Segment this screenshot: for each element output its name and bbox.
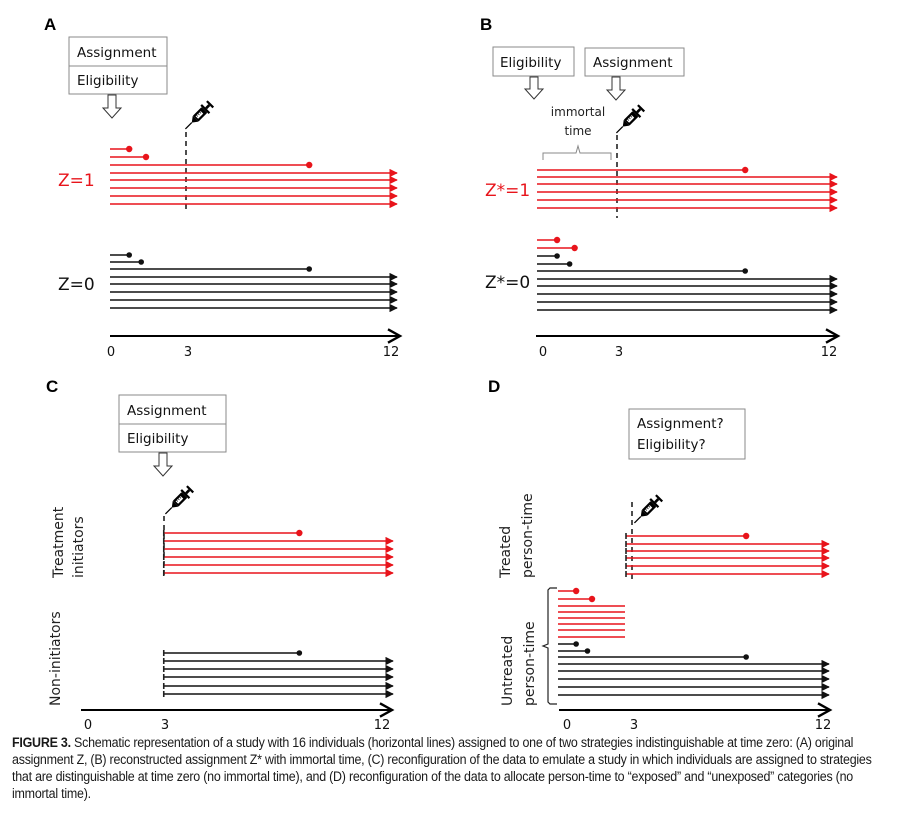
- syringe-icon: [163, 483, 196, 517]
- syringe-icon: [614, 102, 647, 136]
- group-label-zstar0: Z*=0: [485, 273, 530, 293]
- tick-label-3: 3: [184, 345, 192, 360]
- event-dot: [126, 145, 133, 153]
- caption-label: FIGURE 3.: [12, 735, 71, 750]
- tick-label-0: 0: [539, 345, 547, 360]
- event-dot: [142, 153, 150, 161]
- group-label-line1: Untreated: [500, 636, 516, 706]
- immortal-time-label-line1: immortal: [551, 105, 605, 119]
- syringe-icon: [183, 98, 216, 132]
- tick-label-3: 3: [630, 718, 638, 730]
- assignment-label: Assignment: [127, 403, 206, 419]
- group-label-z1: Z=1: [58, 171, 95, 191]
- group-label-line1: Treatment: [51, 506, 67, 579]
- syringe-icon: [632, 492, 665, 526]
- panel-c: C Assignment Eligibility Treatment initi…: [46, 377, 395, 730]
- hollow-down-arrow-icon: [523, 76, 545, 100]
- group-label-treated-person-time: Treated person-time: [498, 493, 536, 579]
- tick-label-0: 0: [563, 718, 571, 730]
- event-dot: [126, 252, 132, 258]
- event-dot: [306, 161, 313, 169]
- event-dot: [741, 166, 749, 174]
- event-dot: [742, 532, 750, 540]
- assignment-eligibility-question-box: Assignment? Eligibility?: [628, 408, 746, 460]
- event-dot: [571, 244, 578, 252]
- panel-letter-a: A: [44, 15, 56, 34]
- event-dot: [553, 236, 561, 244]
- hollow-down-arrow-icon: [101, 94, 123, 119]
- group-label-line2: person-time: [522, 621, 538, 706]
- event-dot: [584, 648, 591, 654]
- figure-caption: FIGURE 3. Schematic representation of a …: [12, 734, 892, 802]
- assignment-box: Assignment: [584, 47, 685, 77]
- event-dot: [572, 587, 580, 595]
- panel-letter-c: C: [46, 377, 58, 396]
- assignment-eligibility-box: Assignment Eligibility: [68, 36, 168, 95]
- tick-label-12: 12: [821, 345, 838, 360]
- panel-a: A Assignment Eligibility Z=1 Z=0 0 3 12: [44, 15, 403, 360]
- group-label-line2: initiators: [71, 516, 87, 578]
- assignment-label: Assignment: [593, 55, 672, 71]
- event-dot: [743, 654, 749, 660]
- panel-letter-b: B: [480, 15, 492, 34]
- eligibility-box: Eligibility: [492, 46, 575, 77]
- untreated-group-brace: [541, 587, 557, 705]
- group-label-line2: person-time: [520, 493, 536, 578]
- event-dot: [566, 261, 573, 267]
- assignment-label: Assignment: [77, 45, 156, 61]
- panel-letter-d: D: [488, 377, 500, 396]
- panel-d: D Assignment? Eligibility? Treated perso…: [488, 377, 833, 730]
- assignment-eligibility-box: Assignment Eligibility: [118, 394, 227, 453]
- tick-label-3: 3: [161, 718, 169, 730]
- figure-canvas: A Assignment Eligibility Z=1 Z=0 0 3 12 …: [44, 15, 841, 730]
- event-dot: [573, 641, 579, 647]
- eligibility-label: Eligibility: [127, 431, 188, 447]
- hollow-down-arrow-icon: [605, 76, 627, 101]
- assignment-question-label: Assignment?: [637, 416, 724, 432]
- group-label-line1: Treated: [498, 526, 514, 579]
- event-dot: [554, 253, 560, 259]
- event-dot: [296, 650, 303, 656]
- eligibility-label: Eligibility: [500, 55, 561, 71]
- event-dot: [588, 595, 596, 603]
- caption-text: Schematic representation of a study with…: [12, 735, 872, 801]
- event-dot: [306, 266, 313, 272]
- eligibility-question-label: Eligibility?: [637, 437, 706, 453]
- event-dot: [296, 529, 303, 537]
- tick-label-12: 12: [374, 718, 391, 730]
- group-label-non-initiators: Non-initiators: [48, 611, 64, 706]
- event-dot: [742, 268, 748, 274]
- immortal-time-brace: [542, 144, 612, 160]
- tick-label-0: 0: [107, 345, 115, 360]
- tick-label-0: 0: [84, 718, 92, 730]
- tick-label-12: 12: [383, 345, 400, 360]
- immortal-time-label-line2: time: [564, 124, 591, 138]
- eligibility-label: Eligibility: [77, 73, 138, 89]
- group-label-z0: Z=0: [58, 275, 95, 295]
- tick-label-3: 3: [615, 345, 623, 360]
- group-label-zstar1: Z*=1: [485, 181, 530, 201]
- event-dot: [138, 259, 144, 265]
- hollow-down-arrow-icon: [152, 452, 174, 477]
- group-label-untreated-person-time: Untreated person-time: [500, 621, 538, 706]
- group-label-treatment-initiators: Treatment initiators: [51, 506, 87, 579]
- tick-label-12: 12: [815, 718, 832, 730]
- panel-b: B Eligibility Assignment immortal time Z…: [480, 15, 841, 360]
